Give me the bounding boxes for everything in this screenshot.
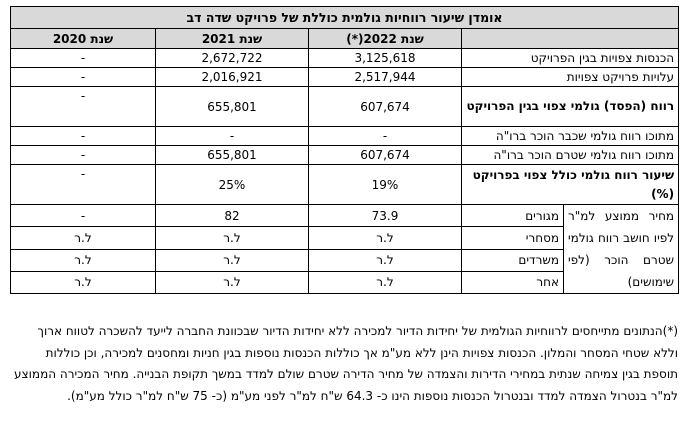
header-2022: שנת 2022(*) [308,28,462,49]
cell-2021: ל.ר [155,248,309,272]
row-label: מתוכו רווח גולמי שטרם הוכר ברו"ה [460,145,680,165]
table-title: אומדן שיעור רווחיות גולמית כוללת של פרוי… [9,6,680,29]
cell-2022: 73.9 [308,203,462,228]
row-label: מתוכו רווח גולמי שכבר הוכר ברו"ה [460,126,680,146]
table-row: - 655,801 607,674 רווח (הפסד) גולמי צפוי… [10,86,680,127]
cell-2020: - [10,48,156,68]
use-label: מסחרי [461,226,564,250]
header-2020: שנת 2020 [10,28,156,49]
cell-2022: 2,517,944 [308,67,462,87]
table-row: - 2,672,722 3,125,618 הכנסות צפויות בגין… [10,48,680,68]
table-row: - - - מתוכו רווח גולמי שכבר הוכר ברו"ה [10,126,680,146]
table-row: - 2,016,921 2,517,944 עלויות פרויקט צפוי… [10,67,680,87]
cell-2021: 82 [155,203,309,228]
profitability-table: אומדן שיעור רווחיות גולמית כוללת של פרוי… [9,6,680,295]
table-row: - 655,801 607,674 מתוכו רווח גולמי שטרם … [10,145,680,165]
footnote: (*)הנתונים מתייחסים לרווחיות הגולמית של … [14,324,678,403]
cell-2021: ל.ר [155,226,309,250]
cell-2021: 655,801 [155,145,309,165]
cell-2020: ל.ר [10,270,156,295]
cell-2022: ל.ר [308,248,462,272]
use-label: משרדים [461,248,564,272]
cell-2020: - [10,67,156,87]
cell-2020: - [10,145,156,165]
table-title-row: אומדן שיעור רווחיות גולמית כוללת של פרוי… [9,6,680,29]
row-label: עלויות פרויקט צפויות [460,67,680,87]
use-label: מגורים [461,203,564,228]
use-label: אחר [461,270,564,295]
cell-2022: - [308,126,462,146]
cell-2022: ל.ר [308,270,462,295]
table-row: - 82 73.9 מגורים מחיר ממוצע למ"ר לפיו חו… [10,203,680,294]
row-label: שיעור רווח גולמי כולל צפוי בפרויקט (%) [460,164,680,205]
table-row: ל.ר ל.ר ל.ר אחר [10,270,679,295]
table-header-row: שנת 2020 שנת 2021 שנת 2022(*) [10,28,680,49]
avg-price-label: מחיר ממוצע למ"ר לפיו חושב רווח גולמי שטר… [562,204,680,294]
cell-2022: ל.ר [308,226,462,250]
cell-2021: ל.ר [155,270,309,295]
header-label-cell [460,28,680,49]
cell-2022: 19% [308,164,462,205]
cell-2021: 2,016,921 [155,67,309,87]
cell-2022: 3,125,618 [308,48,462,68]
cell-2020: - [10,164,156,205]
cell-2021: 25% [155,164,309,205]
cell-2021: 655,801 [155,86,309,127]
table-row: - 25% 19% שיעור רווח גולמי כולל צפוי בפר… [10,164,680,205]
cell-2021: 2,672,722 [155,48,309,68]
row-label: הכנסות צפויות בגין הפרויקט [460,48,680,68]
cell-2022: 607,674 [308,145,462,165]
cell-2020: ל.ר [10,226,156,250]
header-2021: שנת 2021 [155,28,309,49]
cell-2020: ל.ר [10,248,156,272]
cell-2022: 607,674 [308,86,462,127]
row-label: רווח (הפסד) גולמי צפוי בגין הפרויקט [460,86,680,127]
cell-2020: - [10,203,156,228]
cell-2021: - [155,126,309,146]
cell-2020: - [10,126,156,146]
cell-2020: - [10,86,156,127]
